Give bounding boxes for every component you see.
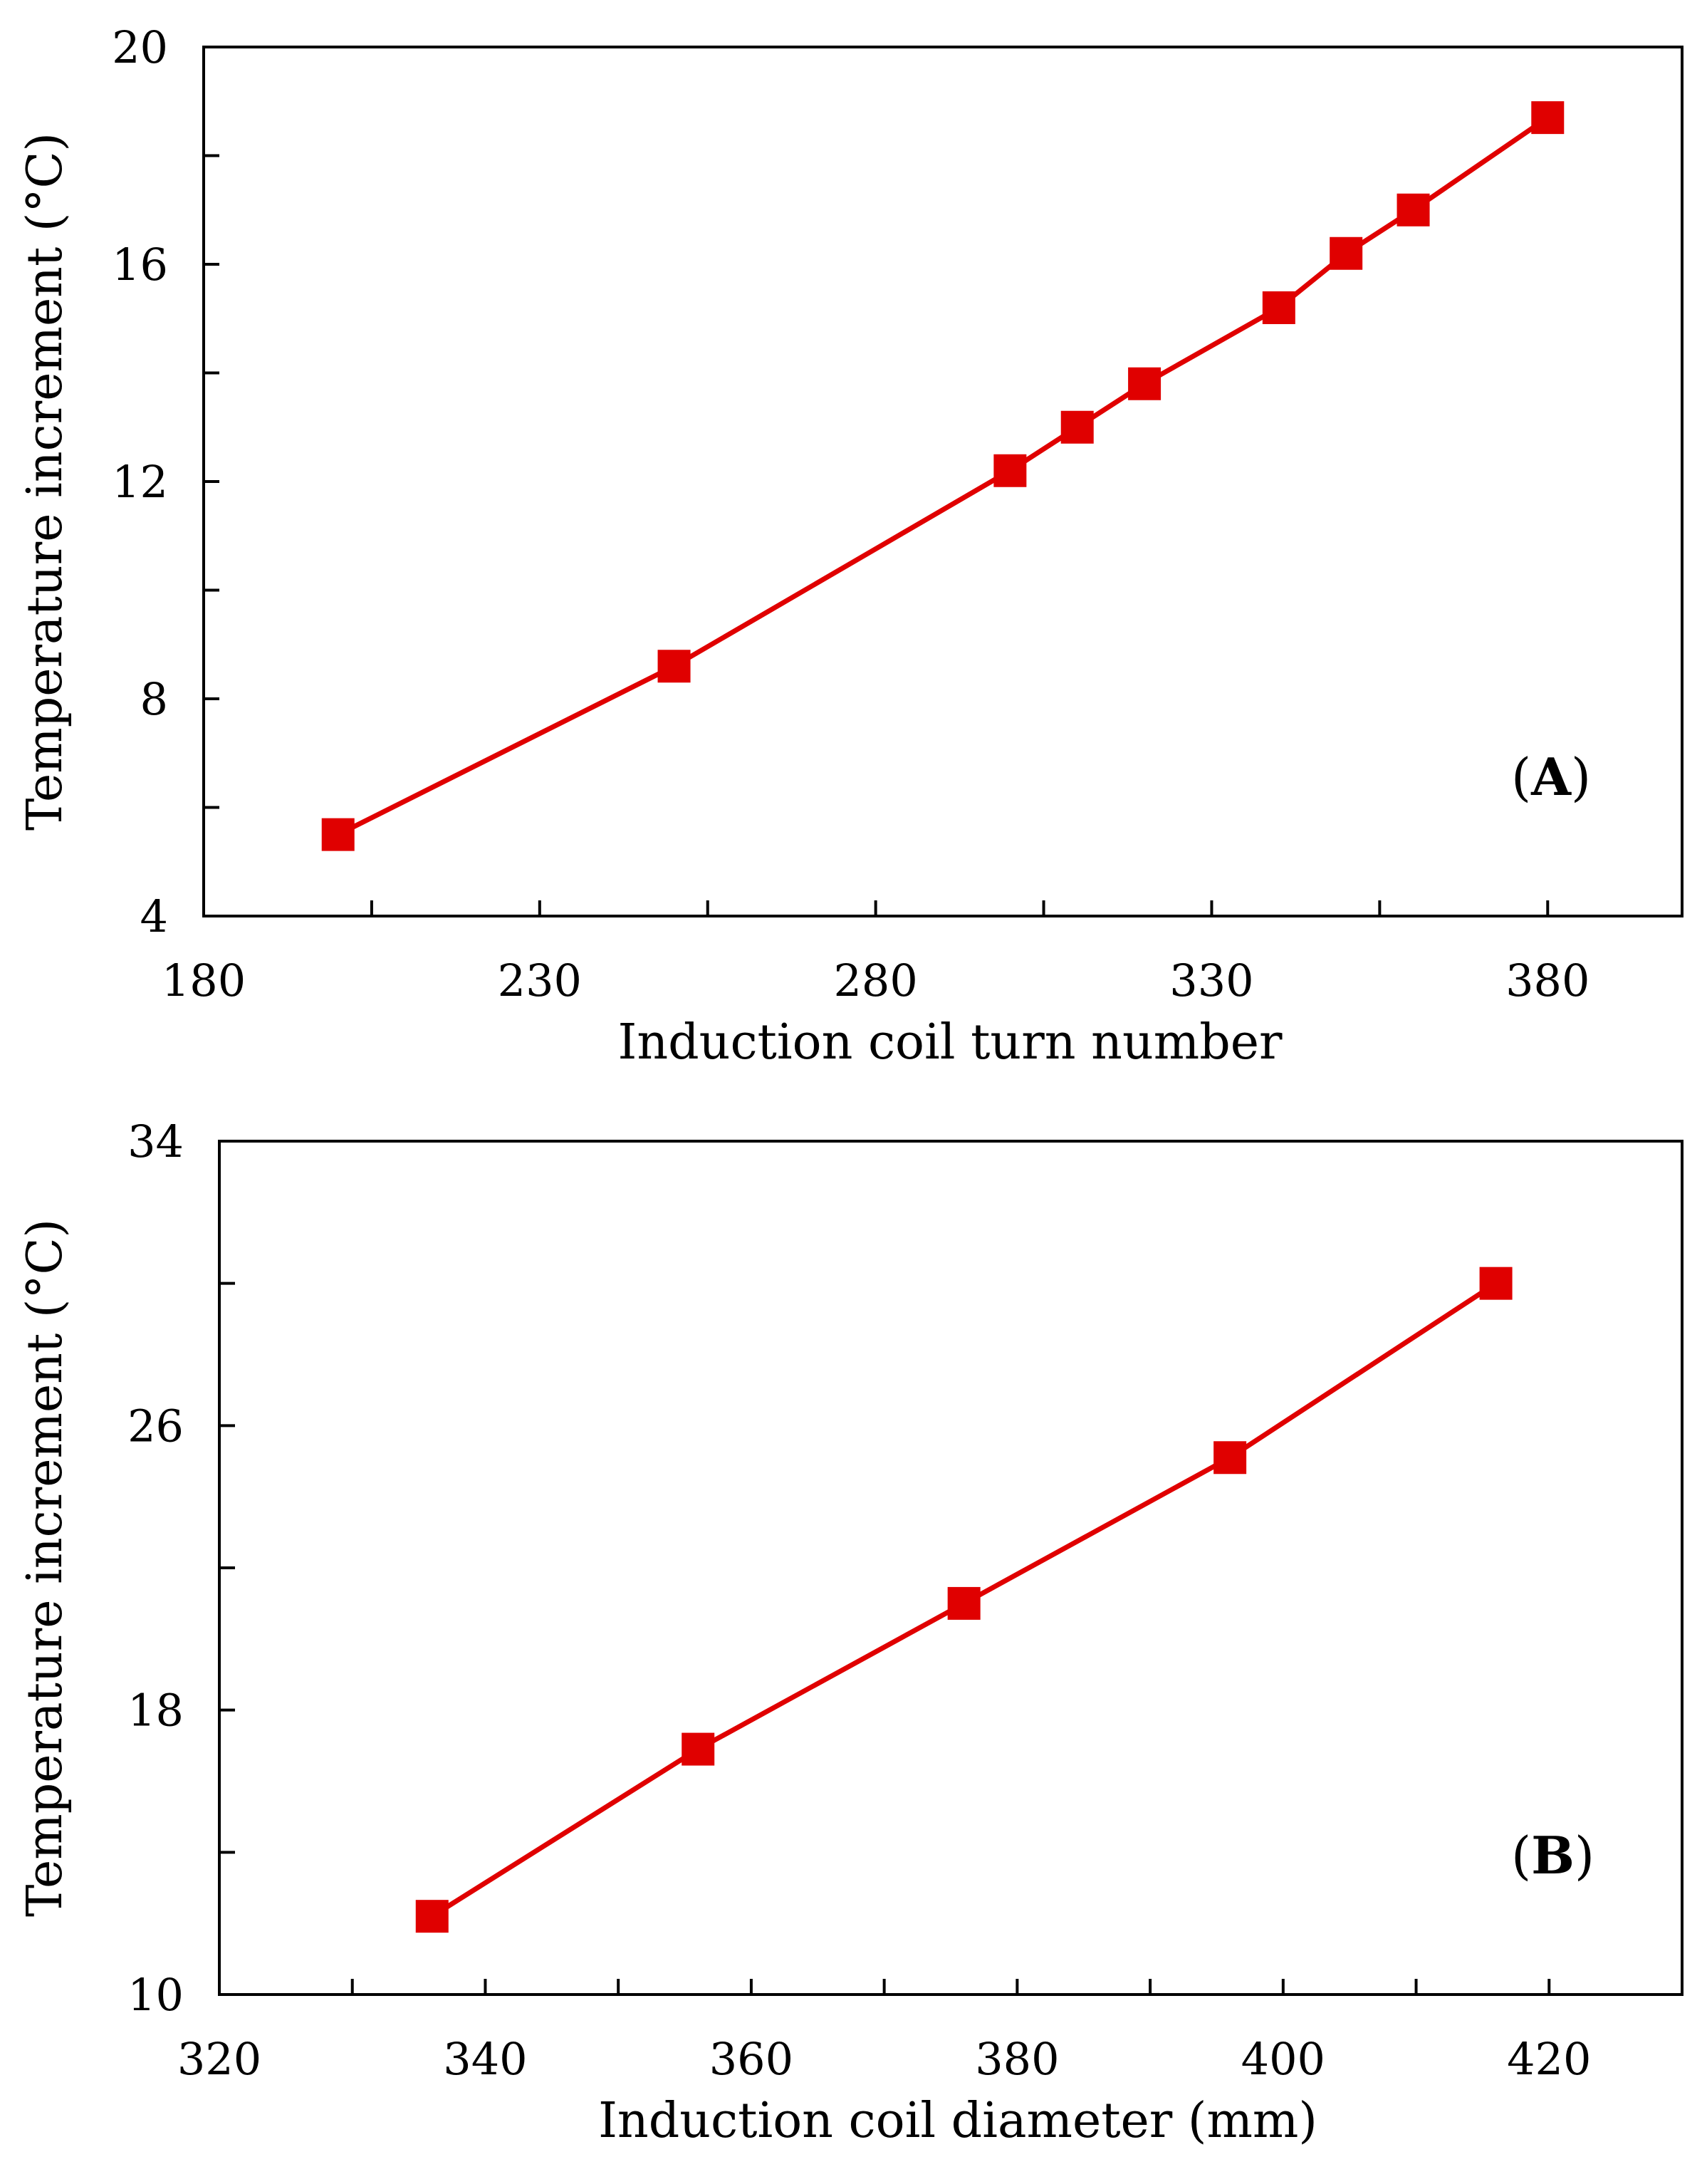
panel-a-chart: 180 230 280 330 380 4 8 12 16 20 Induction coil tu… xyxy=(17,21,1683,1071)
panel-a-label-open: ( xyxy=(1511,747,1531,807)
panel-b-x-tick-label: 340 xyxy=(443,2033,527,2085)
panel-b-y-axis-label: Temperature increment (°C) xyxy=(17,1219,73,1917)
panel-a-data-point xyxy=(1397,193,1430,227)
panel-a-y-tick-label: 8 xyxy=(140,673,168,725)
panel-b-data-point xyxy=(415,1900,449,1933)
panel-a-label-close: ) xyxy=(1571,747,1591,807)
panel-b-x-tick-label: 320 xyxy=(177,2033,261,2085)
panel-b-label-close: ) xyxy=(1575,1826,1594,1886)
panel-a-x-tick-label: 230 xyxy=(498,955,582,1007)
panel-a-x-tick-label: 280 xyxy=(833,955,917,1007)
panel-a-data-point xyxy=(321,818,355,851)
panel-b-label-open: ( xyxy=(1511,1826,1531,1886)
panel-a-label-letter: A xyxy=(1530,747,1572,807)
panel-b-x-tick-label: 360 xyxy=(709,2033,793,2085)
panel-a-x-tick-label: 180 xyxy=(162,955,246,1007)
panel-b-x-tick-label: 380 xyxy=(975,2033,1059,2085)
panel-b-x-axis-label: Induction coil diameter (mm) xyxy=(598,2093,1317,2149)
panel-a-y-tick-label: 4 xyxy=(140,890,168,942)
panel-a-label: (A) xyxy=(1511,747,1591,807)
panel-a-data-point xyxy=(1060,410,1094,444)
panel-a-data-point xyxy=(1128,367,1162,400)
panel-b-y-tick-label: 10 xyxy=(127,1969,184,2021)
panel-b-label-letter: B xyxy=(1531,1825,1575,1886)
panel-a-x-tick-label: 380 xyxy=(1505,955,1589,1007)
panel-b-chart: 320 340 360 380 400 420 10 18 26 34 Induction coil… xyxy=(17,1116,1683,2149)
panel-b-x-tick-label: 400 xyxy=(1241,2033,1325,2085)
panel-a-data-point xyxy=(1330,236,1363,270)
panel-b-y-tick-label: 26 xyxy=(127,1400,184,1452)
panel-b-x-tick-label: 420 xyxy=(1507,2033,1591,2085)
panel-a-y-axis-label: Temperature increment (°C) xyxy=(17,132,73,831)
panel-a-y-tick-label: 16 xyxy=(112,239,168,291)
panel-a-y-tick-label: 20 xyxy=(112,21,168,73)
panel-a-data-point xyxy=(1531,101,1565,135)
panel-a-data-point xyxy=(657,650,691,683)
panel-a-x-tick-label: 330 xyxy=(1169,955,1253,1007)
panel-b-label: (B) xyxy=(1511,1825,1594,1886)
panel-a-data-point xyxy=(1262,291,1295,324)
panel-b-data-point xyxy=(1479,1267,1513,1300)
panel-b-y-tick-label: 34 xyxy=(127,1116,184,1168)
panel-b-y-tick-label: 18 xyxy=(127,1685,184,1737)
panel-b-data-point xyxy=(947,1586,981,1620)
panel-b-data-point xyxy=(682,1732,715,1766)
panel-a-data-point xyxy=(993,454,1027,487)
panel-b-data-point xyxy=(1213,1441,1247,1475)
panel-a-x-axis-label: Induction coil turn number xyxy=(617,1014,1283,1071)
panel-a-y-tick-label: 12 xyxy=(112,456,168,508)
